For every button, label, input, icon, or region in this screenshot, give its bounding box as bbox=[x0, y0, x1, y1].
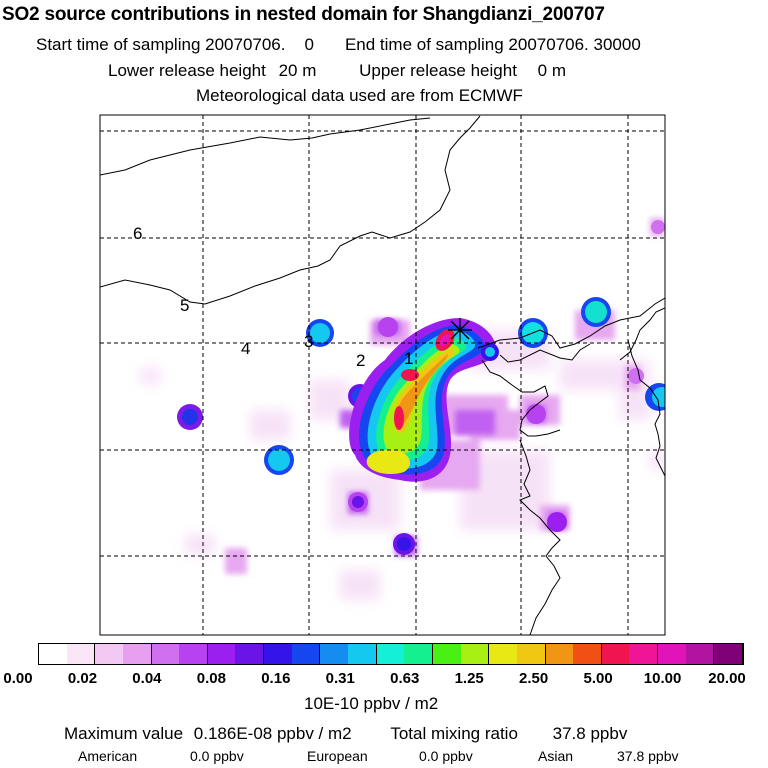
color-scale-swatch bbox=[291, 644, 321, 664]
color-scale-swatch bbox=[404, 644, 433, 664]
coastlines bbox=[100, 115, 665, 635]
color-scale-tick-label: 0.63 bbox=[390, 670, 420, 687]
source-european-value: 0.0 ppbv bbox=[419, 748, 473, 764]
total-mixing-value: 37.8 ppbv bbox=[552, 724, 628, 743]
region-label-2: 2 bbox=[356, 351, 365, 370]
source-asian-value: 37.8 ppbv bbox=[617, 748, 679, 764]
color-scale-tick-label: 20.00 bbox=[708, 670, 746, 687]
receptor-star-cross-icon bbox=[448, 318, 472, 342]
color-scale-bar bbox=[38, 643, 744, 665]
upper-release-label: Upper release height bbox=[359, 61, 517, 80]
map-frame bbox=[99, 114, 666, 636]
color-scale-swatch bbox=[601, 644, 630, 664]
start-time-value: 0 bbox=[304, 35, 314, 54]
concentration-field bbox=[100, 115, 665, 635]
page-title: SO2 source contributions in nested domai… bbox=[2, 4, 605, 25]
region-label-4: 4 bbox=[241, 339, 250, 358]
color-scale-swatch bbox=[348, 644, 377, 664]
color-scale-tick-label: 0.02 bbox=[67, 670, 98, 687]
source-american-label: American bbox=[78, 748, 138, 764]
color-scale-swatch bbox=[685, 644, 715, 664]
lower-release-label: Lower release height bbox=[108, 61, 266, 80]
color-scale-swatch bbox=[629, 644, 659, 664]
release-heights: Lower release height 20 m Upper release … bbox=[108, 61, 566, 81]
color-scale-tick-label: 5.00 bbox=[583, 670, 613, 687]
color-scale-tick-label: 2.50 bbox=[519, 670, 549, 687]
source-asian-label: Asian bbox=[538, 748, 574, 764]
color-scale-swatch bbox=[320, 644, 349, 664]
lat-lon-grid bbox=[100, 115, 665, 635]
color-scale-tick-label: 0.00 bbox=[3, 670, 33, 687]
color-scale-swatch bbox=[151, 644, 180, 664]
met-data-note: Meteorological data used are from ECMWF bbox=[196, 86, 523, 105]
upper-release-value: 0 m bbox=[537, 61, 566, 80]
color-scale-swatch bbox=[39, 644, 67, 664]
color-scale-swatch bbox=[714, 644, 744, 664]
max-value-label: Maximum value bbox=[64, 724, 184, 743]
end-time-label: End time of sampling 20070706. 30000 bbox=[344, 35, 641, 54]
summary-line: Maximum value 0.186E-08 ppbv / m2 Total … bbox=[64, 724, 627, 744]
max-value: 0.186E-08 ppbv / m2 bbox=[193, 724, 352, 743]
color-scale-swatch bbox=[95, 644, 123, 664]
lower-release-value: 20 m bbox=[278, 61, 317, 80]
color-scale-swatch bbox=[235, 644, 265, 664]
color-scale-tick-label: 0.08 bbox=[196, 670, 226, 687]
color-scale-tick-label: 1.25 bbox=[454, 670, 484, 687]
total-mixing-label: Total mixing ratio bbox=[390, 724, 518, 743]
source-european-label: European bbox=[307, 748, 368, 764]
color-scale-swatch bbox=[545, 644, 574, 664]
color-scale-swatch bbox=[489, 644, 517, 664]
color-scale-swatch bbox=[516, 644, 546, 664]
source-american-value: 0.0 ppbv bbox=[190, 748, 244, 764]
region-label-5: 5 bbox=[180, 296, 189, 315]
color-scale-tick-label: 0.31 bbox=[325, 670, 355, 687]
color-scale-tick-label: 10.00 bbox=[643, 670, 682, 687]
sampling-times: Start time of sampling 20070706. 0 End t… bbox=[36, 35, 641, 55]
start-time-label: Start time of sampling 20070706. bbox=[36, 35, 286, 54]
region-label-1: 1 bbox=[404, 349, 413, 368]
color-scale-swatch bbox=[66, 644, 96, 664]
color-scale-swatch bbox=[658, 644, 686, 664]
color-scale-swatch bbox=[376, 644, 405, 664]
region-label-3: 3 bbox=[304, 332, 313, 351]
color-scale-tick-label: 0.16 bbox=[261, 670, 291, 687]
color-scale-swatch bbox=[122, 644, 152, 664]
main-plume bbox=[349, 318, 499, 482]
color-scale-swatch bbox=[573, 644, 602, 664]
region-label-6: 6 bbox=[133, 224, 142, 243]
color-scale-unit: 10E-10 ppbv / m2 bbox=[304, 694, 439, 713]
color-scale-swatch bbox=[179, 644, 208, 664]
region-labels: 1 2 3 4 5 6 bbox=[133, 224, 413, 370]
color-scale-tick-label: 0.04 bbox=[132, 670, 162, 687]
color-scale-swatch bbox=[460, 644, 490, 664]
color-scale-swatch bbox=[207, 644, 236, 664]
color-scale-swatch bbox=[432, 644, 461, 664]
color-scale-swatch bbox=[264, 644, 292, 664]
